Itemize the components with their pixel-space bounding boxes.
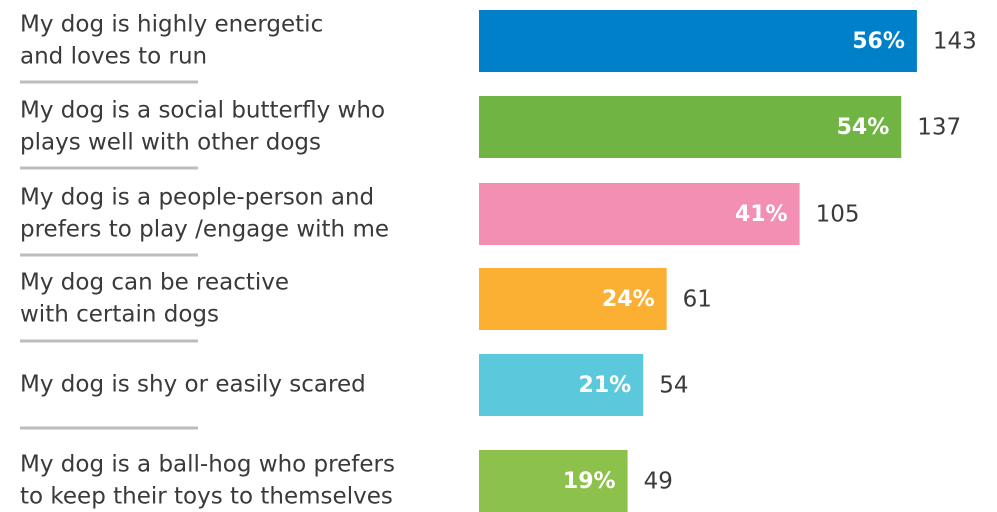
value-label: 21% bbox=[579, 373, 632, 398]
bar bbox=[479, 96, 902, 158]
value-label: 41% bbox=[735, 202, 788, 227]
count-label: 49 bbox=[644, 469, 673, 495]
count-label: 143 bbox=[933, 29, 977, 55]
value-label: 19% bbox=[563, 469, 616, 494]
bar bbox=[479, 354, 644, 416]
category-label: to keep their toys to themselves bbox=[20, 484, 393, 510]
count-label: 137 bbox=[917, 115, 961, 141]
category-label: My dog can be reactive bbox=[20, 270, 289, 296]
bar bbox=[479, 450, 628, 512]
value-label: 24% bbox=[602, 287, 655, 312]
category-label: My dog is highly energetic bbox=[20, 12, 323, 38]
category-label: My dog is a social butterfly who bbox=[20, 98, 385, 124]
bar bbox=[479, 268, 667, 330]
category-label: My dog is shy or easily scared bbox=[20, 372, 366, 398]
category-label: prefers to play /engage with me bbox=[20, 217, 389, 243]
value-label: 54% bbox=[837, 115, 890, 140]
count-label: 105 bbox=[816, 202, 860, 228]
category-label: and loves to run bbox=[20, 44, 207, 70]
bar bbox=[479, 10, 917, 72]
bar bbox=[479, 183, 800, 245]
category-label: My dog is a ball-hog who prefers bbox=[20, 452, 395, 478]
value-label: 56% bbox=[852, 29, 905, 54]
count-label: 54 bbox=[659, 373, 688, 399]
category-label: My dog is a people-person and bbox=[20, 185, 374, 211]
category-label: with certain dogs bbox=[20, 302, 219, 328]
count-label: 61 bbox=[683, 287, 712, 313]
category-label: plays well with other dogs bbox=[20, 130, 321, 156]
